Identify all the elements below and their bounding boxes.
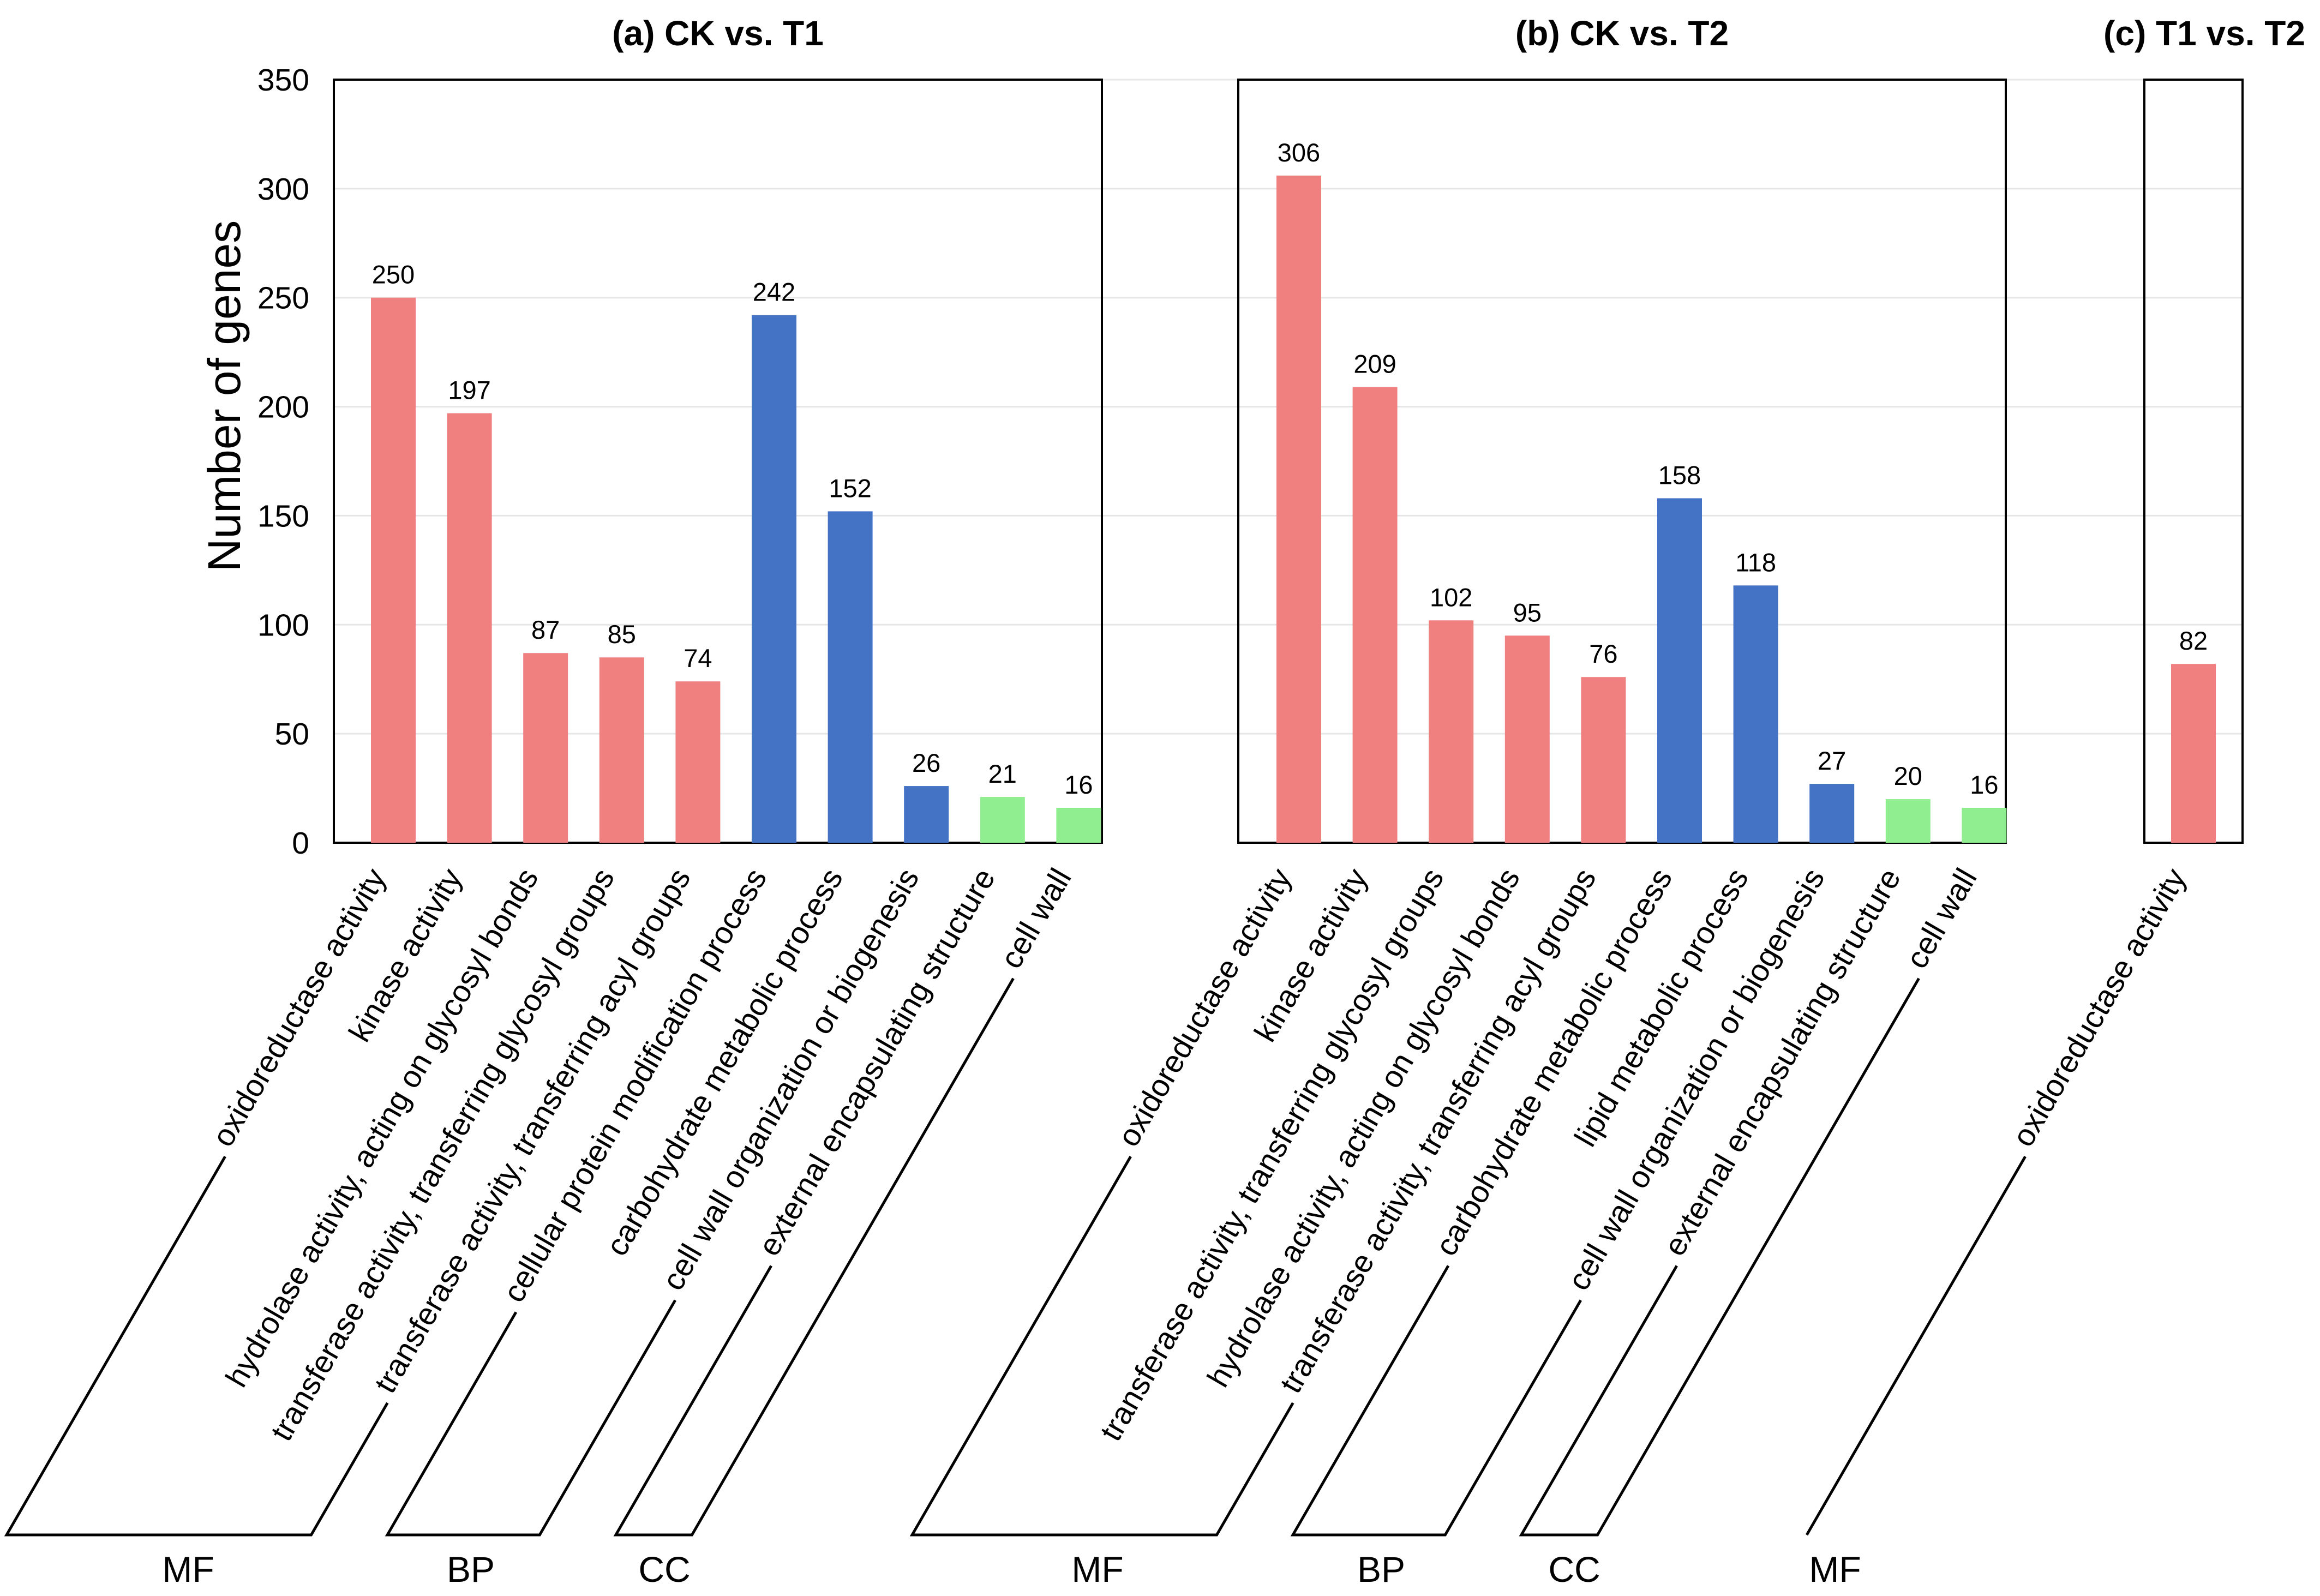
value-label-6: 158 [1658, 460, 1701, 489]
bar-7 [1733, 585, 1778, 843]
bar-6 [752, 315, 796, 843]
group-labels: MF BP CC [162, 1549, 690, 1589]
category-label-3: hydrolase activity, acting on glycosyl b… [219, 863, 545, 1393]
group-labels: MF [1809, 1549, 1861, 1589]
category-label-10: cell wall [1899, 863, 1983, 975]
value-label-5: 74 [684, 644, 712, 673]
bracket-mf [909, 1155, 1294, 1537]
value-label-1: 82 [2179, 626, 2208, 655]
value-label-4: 85 [608, 620, 636, 649]
bar-1 [371, 297, 416, 843]
bar-series: 82 [2171, 626, 2216, 843]
category-label-1: oxidoreductase activity [2006, 862, 2193, 1153]
panel-b: (b) CK vs. T2 306 209 102 95 76 158 118 27 20 16 ox… [909, 14, 2007, 1589]
chart-panels: (a) CK vs. T1 250 197 87 85 74 242 152 26 21 16 oxi… [4, 14, 2305, 1589]
bracket-cc [1519, 977, 1920, 1537]
bar-series: 250 197 87 85 74 242 152 26 21 16 [371, 260, 1101, 843]
y-axis: 0 50 100 150 200 250 300 350 Number of genes [199, 63, 309, 861]
bracket-bp [385, 1299, 676, 1537]
value-label-1: 250 [372, 260, 415, 289]
value-label-10: 16 [1064, 770, 1093, 799]
y-tick-label-200: 200 [257, 390, 309, 425]
panel-title: (c) T1 vs. T2 [2103, 14, 2305, 53]
group-label-mf: MF [1071, 1549, 1123, 1589]
panel-title: (b) CK vs. T2 [1515, 14, 1729, 53]
group-label-bp: BP [1357, 1549, 1405, 1589]
group-brackets [4, 977, 1015, 1537]
bracket-mf [4, 1155, 389, 1537]
value-label-2: 197 [448, 376, 490, 405]
panel-title: (a) CK vs. T1 [612, 14, 824, 53]
value-label-8: 26 [912, 748, 940, 777]
y-tick-label-0: 0 [292, 826, 309, 861]
bracket-bp [1290, 1265, 1582, 1537]
value-label-4: 95 [1513, 598, 1542, 627]
y-tick-label-250: 250 [257, 281, 309, 316]
group-brackets [909, 977, 1920, 1537]
group-label-bp: BP [447, 1549, 495, 1589]
value-label-1: 306 [1278, 138, 1320, 167]
value-label-10: 16 [1970, 770, 1998, 799]
category-label-10: cell wall [993, 863, 1078, 975]
bar-series: 306 209 102 95 76 158 118 27 20 16 [1276, 138, 2007, 843]
category-labels: oxidoreductase activity [2006, 862, 2193, 1153]
value-label-6: 242 [753, 278, 795, 307]
bar-2 [447, 413, 492, 843]
bar-2 [1352, 387, 1398, 843]
value-label-2: 209 [1353, 350, 1396, 379]
group-labels: MF BP CC [1071, 1549, 1600, 1589]
value-label-3: 87 [531, 615, 560, 644]
value-label-9: 21 [988, 759, 1017, 788]
group-label-mf: MF [162, 1549, 214, 1589]
y-tick-label-300: 300 [257, 172, 309, 207]
value-label-7: 118 [1735, 548, 1776, 577]
y-tick-label-350: 350 [257, 63, 309, 98]
value-label-9: 20 [1894, 761, 1922, 790]
value-label-8: 27 [1818, 746, 1846, 775]
value-label-3: 102 [1430, 583, 1472, 611]
bar-10 [1056, 808, 1101, 843]
bracket-mf [1805, 1155, 2027, 1536]
y-tick-label-150: 150 [257, 499, 309, 533]
y-tick-label-100: 100 [257, 608, 309, 643]
bar-7 [828, 511, 873, 843]
y-tick-label-50: 50 [275, 717, 309, 752]
group-label-cc: CC [1548, 1549, 1600, 1589]
bar-8 [1809, 784, 1855, 843]
bar-1 [2171, 664, 2216, 843]
y-axis-title: Number of genes [199, 220, 250, 572]
bar-4 [1504, 635, 1550, 843]
bar-5 [675, 681, 721, 843]
bar-3 [1429, 620, 1474, 843]
bar-5 [1581, 677, 1626, 843]
group-brackets [1805, 1155, 2027, 1536]
bracket-cc [613, 977, 1015, 1537]
bar-9 [980, 797, 1025, 843]
bar-6 [1657, 498, 1702, 843]
value-label-7: 152 [829, 473, 871, 502]
panel-c: (c) T1 vs. T2 82 oxidoreductase activity MF [1805, 14, 2305, 1589]
bar-1 [1276, 175, 1321, 843]
bar-8 [904, 786, 949, 843]
group-label-cc: CC [638, 1549, 690, 1589]
category-label-3: transferase activity, transferring glyco… [1093, 863, 1450, 1447]
bar-3 [523, 653, 568, 843]
bar-9 [1885, 799, 1931, 843]
bar-4 [599, 657, 644, 843]
group-label-mf: MF [1809, 1549, 1861, 1589]
value-label-5: 76 [1589, 639, 1617, 668]
bar-10 [1962, 808, 2007, 843]
